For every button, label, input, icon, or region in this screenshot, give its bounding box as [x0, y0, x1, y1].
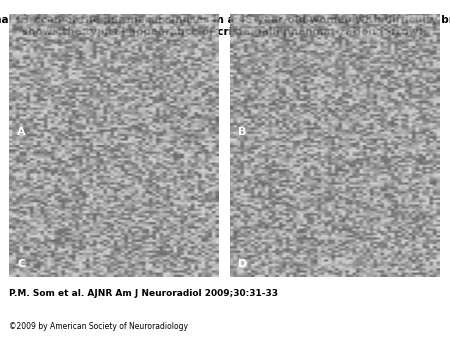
- Text: B: B: [238, 127, 246, 138]
- Text: AJNR: AJNR: [296, 289, 370, 313]
- Text: A: A: [18, 127, 26, 138]
- Text: C: C: [18, 259, 26, 269]
- Text: A, Coronal CT scan of the paranasal sinuses in a 45-year-old women with difficul: A, Coronal CT scan of the paranasal sinu…: [0, 15, 450, 37]
- Text: ©2009 by American Society of Neuroradiology: ©2009 by American Society of Neuroradiol…: [9, 322, 188, 331]
- Text: AMERICAN JOURNAL OF NEURORADIOLOGY: AMERICAN JOURNAL OF NEURORADIOLOGY: [280, 319, 386, 324]
- Text: P.M. Som et al. AJNR Am J Neuroradiol 2009;30:31-33: P.M. Som et al. AJNR Am J Neuroradiol 20…: [9, 289, 278, 298]
- Text: D: D: [238, 259, 247, 269]
